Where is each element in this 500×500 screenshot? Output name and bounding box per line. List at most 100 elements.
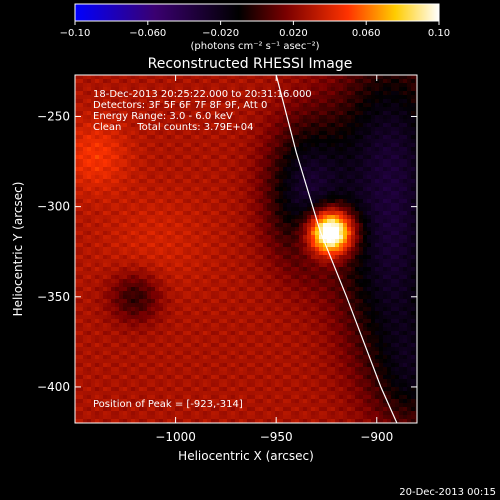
heatmap-cell	[271, 407, 275, 411]
heatmap-cell	[91, 363, 95, 367]
heatmap-cell	[95, 343, 99, 347]
heatmap-cell	[207, 179, 211, 183]
heatmap-cell	[99, 231, 103, 235]
heatmap-cell	[239, 199, 243, 203]
heatmap-cell	[279, 419, 283, 423]
heatmap-cell	[159, 267, 163, 271]
heatmap-cell	[267, 291, 271, 295]
heatmap-cell	[243, 183, 247, 187]
heatmap-cell	[107, 131, 111, 135]
heatmap-cell	[211, 399, 215, 403]
heatmap-cell	[191, 219, 195, 223]
heatmap-cell	[123, 375, 127, 379]
heatmap-cell	[287, 135, 291, 139]
heatmap-cell	[199, 383, 203, 387]
heatmap-cell	[239, 375, 243, 379]
heatmap-cell	[167, 303, 171, 307]
heatmap-cell	[139, 315, 143, 319]
heatmap-cell	[187, 187, 191, 191]
heatmap-cell	[179, 95, 183, 99]
heatmap-cell	[147, 335, 151, 339]
heatmap-cell	[251, 371, 255, 375]
heatmap-cell	[283, 167, 287, 171]
heatmap-cell	[95, 351, 99, 355]
heatmap-cell	[135, 87, 139, 91]
heatmap-cell	[263, 75, 267, 79]
heatmap-cell	[223, 191, 227, 195]
heatmap-cell	[139, 263, 143, 267]
heatmap-cell	[103, 247, 107, 251]
heatmap-cell	[263, 139, 267, 143]
heatmap-cell	[107, 79, 111, 83]
heatmap-cell	[299, 115, 303, 119]
heatmap-cell	[183, 403, 187, 407]
heatmap-cell	[287, 223, 291, 227]
heatmap-cell	[271, 195, 275, 199]
heatmap-cell	[295, 171, 299, 175]
heatmap-cell	[263, 167, 267, 171]
heatmap-cell	[207, 187, 211, 191]
heatmap-cell	[155, 287, 159, 291]
heatmap-cell	[159, 375, 163, 379]
heatmap-cell	[259, 135, 263, 139]
heatmap-cell	[175, 311, 179, 315]
heatmap-cell	[163, 155, 167, 159]
heatmap-cell	[223, 327, 227, 331]
heatmap-cell	[187, 383, 191, 387]
heatmap-cell	[123, 279, 127, 283]
heatmap-cell	[155, 103, 159, 107]
heatmap-cell	[231, 163, 235, 167]
heatmap-cell	[203, 131, 207, 135]
heatmap-cell	[151, 239, 155, 243]
heatmap-cell	[227, 135, 231, 139]
heatmap-cell	[251, 327, 255, 331]
heatmap-cell	[223, 87, 227, 91]
heatmap-cell	[291, 315, 295, 319]
heatmap-cell	[203, 399, 207, 403]
heatmap-cell	[251, 267, 255, 271]
heatmap-cell	[183, 175, 187, 179]
heatmap-cell	[191, 407, 195, 411]
heatmap-cell	[271, 139, 275, 143]
heatmap-cell	[247, 215, 251, 219]
heatmap-cell	[187, 227, 191, 231]
heatmap-cell	[75, 327, 79, 331]
heatmap-cell	[227, 155, 231, 159]
heatmap-cell	[171, 175, 175, 179]
heatmap-cell	[83, 179, 87, 183]
heatmap-cell	[147, 271, 151, 275]
heatmap-cell	[255, 219, 259, 223]
heatmap-cell	[115, 383, 119, 387]
heatmap-cell	[263, 103, 267, 107]
heatmap-cell	[131, 191, 135, 195]
heatmap-cell	[135, 347, 139, 351]
heatmap-cell	[79, 319, 83, 323]
heatmap-cell	[155, 307, 159, 311]
heatmap-cell	[275, 191, 279, 195]
heatmap-cell	[251, 387, 255, 391]
heatmap-cell	[175, 119, 179, 123]
heatmap-cell	[247, 219, 251, 223]
heatmap-cell	[159, 135, 163, 139]
heatmap-cell	[287, 95, 291, 99]
heatmap-cell	[255, 99, 259, 103]
heatmap-cell	[239, 155, 243, 159]
heatmap-cell	[167, 419, 171, 423]
heatmap-cell	[135, 251, 139, 255]
heatmap-cell	[143, 151, 147, 155]
heatmap-cell	[179, 147, 183, 151]
heatmap-cell	[87, 255, 91, 259]
heatmap-cell	[207, 135, 211, 139]
heatmap-cell	[155, 135, 159, 139]
heatmap-cell	[83, 339, 87, 343]
heatmap-cell	[107, 251, 111, 255]
heatmap-cell	[119, 159, 123, 163]
heatmap-cell	[271, 403, 275, 407]
heatmap-cell	[271, 135, 275, 139]
heatmap-cell	[279, 399, 283, 403]
heatmap-cell	[215, 219, 219, 223]
heatmap-cell	[251, 347, 255, 351]
heatmap-cell	[299, 271, 303, 275]
heatmap-cell	[179, 279, 183, 283]
heatmap-cell	[219, 83, 223, 87]
